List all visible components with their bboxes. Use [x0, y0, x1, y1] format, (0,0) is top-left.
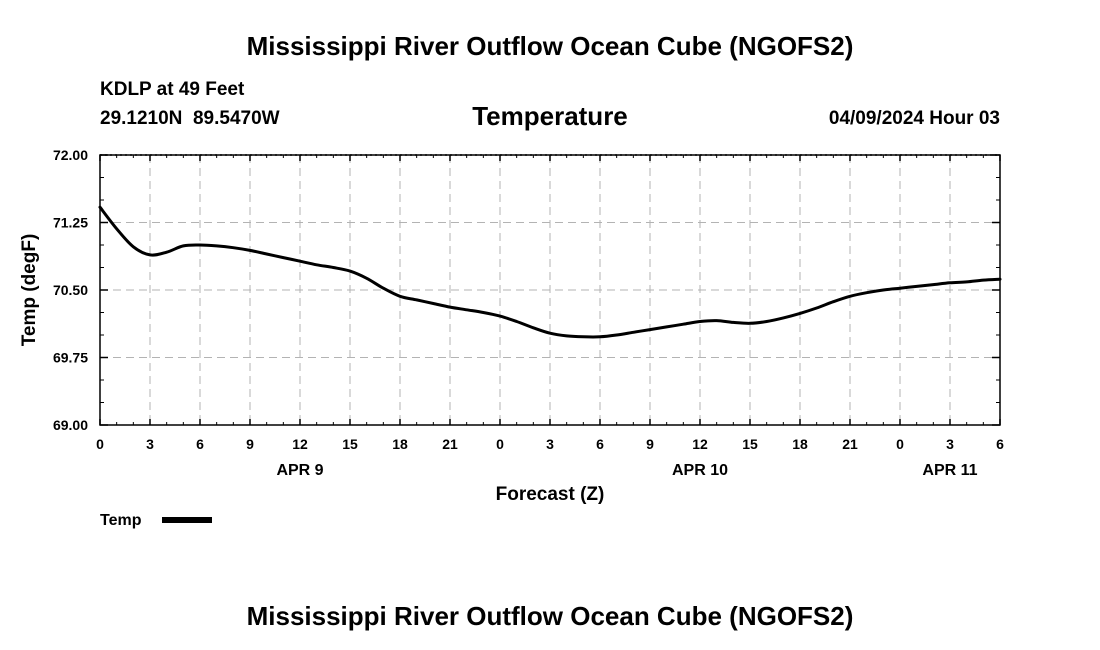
y-tick-label: 71.25: [53, 215, 88, 231]
x-tick-label: 12: [292, 436, 308, 452]
footer-title: Mississippi River Outflow Ocean Cube (NG…: [247, 601, 854, 631]
legend-label: Temp: [100, 512, 142, 529]
date-label: APR 10: [672, 462, 728, 479]
x-tick-label: 15: [742, 436, 758, 452]
x-tick-label: 9: [646, 436, 654, 452]
x-tick-label: 6: [596, 436, 604, 452]
x-tick-label: 6: [996, 436, 1004, 452]
x-axis-label: Forecast (Z): [496, 484, 605, 505]
timestamp-label: 04/09/2024 Hour 03: [829, 108, 1000, 129]
chart-subtitle: Temperature: [472, 101, 628, 131]
x-tick-label: 18: [792, 436, 808, 452]
y-tick-label: 70.50: [53, 282, 88, 298]
y-tick-label: 69.00: [53, 417, 88, 433]
temp-series-line: [98, 205, 1002, 339]
x-tick-label: 0: [96, 436, 104, 452]
x-tick-label: 9: [246, 436, 254, 452]
x-tick-label: 3: [546, 436, 554, 452]
x-tick-label: 21: [842, 436, 858, 452]
x-tick-label: 18: [392, 436, 408, 452]
x-tick-label: 21: [442, 436, 458, 452]
x-tick-label: 0: [496, 436, 504, 452]
x-tick-label: 15: [342, 436, 358, 452]
x-tick-label: 3: [946, 436, 954, 452]
date-labels: APR 9 APR 10 APR 11: [276, 462, 977, 479]
x-tick-label: 6: [196, 436, 204, 452]
chart-title: Mississippi River Outflow Ocean Cube (NG…: [247, 31, 854, 61]
x-tick-label: 12: [692, 436, 708, 452]
grid-lines: [100, 154, 1000, 425]
x-tick-labels: 0 3 6 9 12 15 18 21 0 3 6 9 12 15 18 21 0 3 6: [96, 436, 1004, 452]
y-axis-label: Temp (degF): [19, 234, 40, 347]
location-label: 29.1210N 89.5470W: [100, 108, 280, 129]
x-tick-label: 3: [146, 436, 154, 452]
y-tick-label: 69.75: [53, 350, 88, 366]
date-label: APR 11: [922, 462, 977, 479]
date-label: APR 9: [276, 462, 323, 479]
axis-ticks: [99, 154, 1001, 426]
y-tick-label: 72.00: [53, 147, 88, 163]
y-tick-labels: 69.00 69.75 70.50 71.25 72.00: [53, 147, 88, 433]
station-label: KDLP at 49 Feet: [100, 79, 245, 100]
x-tick-label: 0: [896, 436, 904, 452]
